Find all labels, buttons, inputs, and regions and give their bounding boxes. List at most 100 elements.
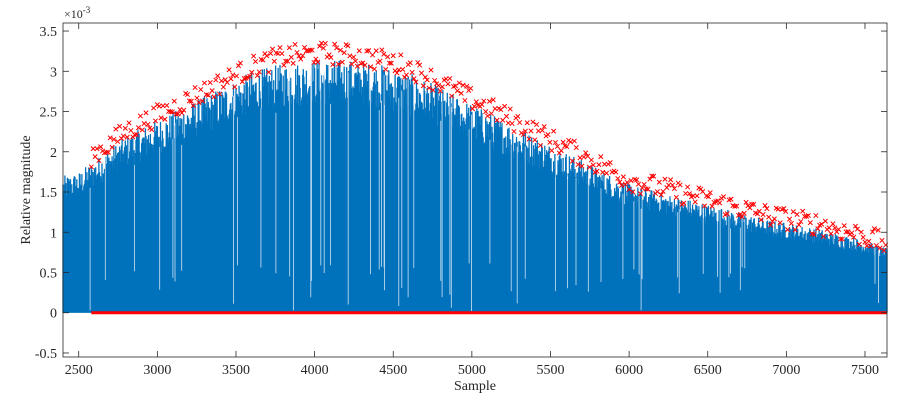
peak-marker (192, 84, 198, 91)
peak-marker (651, 173, 657, 179)
x-tick-label: 3000 (143, 363, 171, 378)
peak-marker (456, 80, 462, 86)
y-tick-label: 3.5 (40, 25, 58, 40)
peak-marker (279, 51, 285, 57)
peak-marker (298, 56, 304, 62)
peak-marker (685, 184, 691, 190)
y-exponent-label: ×10-3 (64, 5, 91, 21)
peak-marker (783, 208, 789, 214)
peak-marker (196, 99, 202, 106)
peak-marker (626, 186, 632, 193)
peak-marker (554, 143, 560, 149)
x-tick-label: 5000 (458, 363, 486, 378)
peak-marker (462, 97, 468, 104)
peak-marker (720, 194, 727, 200)
y-tick-label: 1.5 (40, 186, 58, 201)
peak-marker (520, 131, 526, 138)
peak-marker (288, 54, 294, 60)
peak-marker (737, 211, 743, 217)
peak-marker (300, 53, 306, 59)
peak-marker (413, 79, 419, 85)
peak-marker (830, 221, 836, 227)
peak-marker (551, 128, 557, 134)
peak-marker (603, 170, 610, 176)
peak-marker (541, 124, 547, 130)
peak-marker (341, 50, 347, 56)
peak-marker (237, 60, 243, 66)
peak-marker (275, 50, 281, 57)
peak-marker (128, 127, 134, 134)
peak-marker (158, 115, 164, 121)
peak-marker (286, 45, 292, 51)
peak-marker (120, 133, 126, 139)
peak-marker (869, 229, 876, 235)
peak-marker (794, 211, 800, 217)
peak-marker (577, 155, 583, 161)
peak-marker (751, 201, 757, 207)
peak-marker (841, 223, 847, 229)
peak-marker (435, 82, 442, 88)
peak-marker (764, 206, 770, 212)
peak-marker (860, 234, 866, 240)
peak-marker (109, 144, 115, 150)
peak-marker (428, 67, 434, 73)
peak-marker (209, 88, 215, 94)
peak-marker (171, 98, 177, 104)
peak-marker (875, 227, 881, 233)
peak-marker (452, 83, 459, 89)
peak-marker (264, 53, 270, 59)
peak-marker (571, 138, 577, 144)
peak-marker (579, 163, 585, 169)
peak-marker (268, 50, 274, 56)
peak-marker (585, 153, 591, 159)
peak-marker (743, 199, 749, 205)
peak-marker (213, 77, 219, 83)
peak-marker (307, 47, 313, 53)
y-axis-label: Relative magnitude (19, 135, 34, 244)
peak-marker (162, 116, 168, 122)
peak-marker (639, 185, 645, 191)
peak-marker (479, 102, 485, 108)
peak-marker (332, 41, 338, 47)
peak-marker (381, 51, 387, 57)
peak-marker (198, 86, 204, 93)
peak-marker (837, 236, 844, 242)
peak-marker (143, 110, 149, 116)
y-tick-label: 0 (50, 307, 57, 322)
peak-marker (368, 64, 374, 70)
peak-marker (677, 182, 683, 188)
peak-marker (117, 123, 123, 129)
peak-marker (528, 128, 534, 134)
peak-marker (194, 95, 200, 101)
peak-marker (190, 103, 196, 109)
peak-marker (220, 84, 226, 90)
peak-marker (254, 73, 260, 79)
peak-marker (588, 157, 594, 163)
peak-marker (785, 227, 791, 233)
peak-marker (503, 113, 510, 119)
peak-marker (345, 43, 351, 49)
peak-marker (547, 139, 553, 145)
peak-marker (560, 139, 566, 145)
peak-marker (692, 199, 698, 205)
peak-marker (681, 200, 687, 206)
tick-labels: 2500 3000 3500 4000 4500 5000 5500 6000 6500 7000… (35, 25, 879, 378)
peak-marker (524, 120, 530, 126)
peak-marker (781, 206, 787, 212)
peak-marker (620, 174, 626, 180)
peak-marker (313, 56, 319, 62)
peak-marker (394, 70, 400, 76)
peak-marker (858, 229, 864, 235)
peak-marker (517, 119, 523, 126)
peak-marker (490, 97, 496, 103)
peak-marker (481, 98, 487, 104)
peak-markers (88, 40, 889, 254)
peak-marker (537, 142, 543, 148)
peak-marker (856, 241, 862, 247)
peak-marker (388, 60, 394, 66)
peak-marker (281, 62, 287, 68)
peak-marker (845, 229, 851, 235)
peak-marker (494, 117, 500, 123)
peak-marker (539, 127, 545, 133)
peak-marker (788, 220, 794, 226)
